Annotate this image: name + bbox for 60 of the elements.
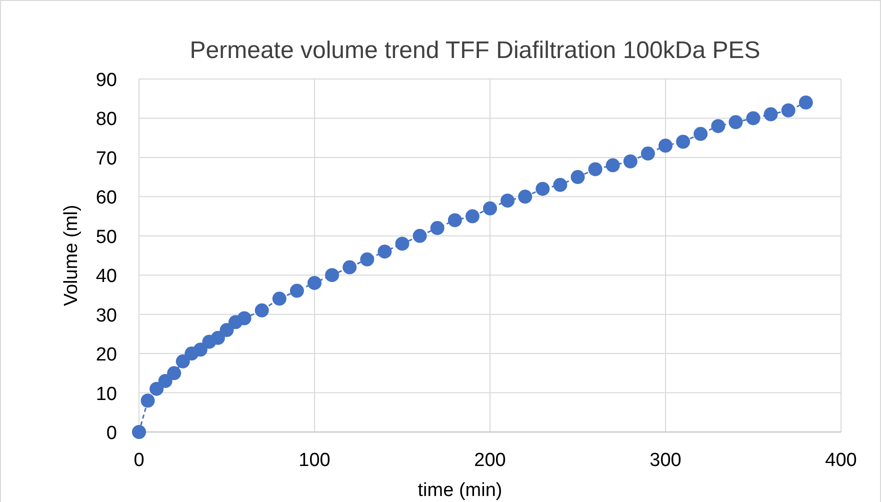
point [588, 162, 602, 176]
point [711, 119, 726, 134]
point [798, 96, 813, 110]
point [378, 244, 392, 259]
y-tick-label: 60 [96, 188, 117, 209]
point [676, 134, 690, 149]
point [553, 178, 568, 192]
point [536, 182, 550, 196]
point [483, 201, 497, 216]
point [237, 311, 252, 326]
point [342, 260, 357, 274]
point [658, 138, 672, 153]
point [570, 170, 585, 184]
point [193, 342, 208, 357]
point [150, 382, 164, 396]
point [167, 366, 182, 380]
y-tick-label: 10 [96, 384, 117, 405]
point [465, 209, 480, 224]
point [308, 276, 322, 290]
point [746, 111, 760, 126]
y-tick-label: 80 [96, 109, 117, 130]
x-tick-label: 200 [474, 450, 506, 471]
x-tick-label: 100 [298, 450, 330, 471]
point [290, 284, 304, 298]
y-tick-label: 90 [96, 70, 117, 91]
point [395, 236, 410, 251]
point [412, 228, 427, 243]
point [140, 394, 155, 408]
point [325, 268, 340, 282]
point [272, 292, 286, 306]
point [360, 252, 374, 266]
x-tick-label: 0 [134, 450, 144, 471]
point [764, 107, 778, 122]
point [448, 213, 462, 228]
y-tick-label: 30 [96, 305, 117, 326]
point [210, 330, 225, 345]
point [728, 115, 743, 130]
x-tick-label: 400 [825, 450, 857, 471]
point [500, 194, 515, 208]
point [781, 103, 796, 118]
y-tick-label: 20 [96, 344, 117, 366]
y-tick-label: 0 [106, 423, 117, 444]
x-axis-title: time (min) [418, 480, 502, 501]
point [606, 158, 620, 172]
x-tick-label: 300 [650, 450, 682, 471]
point [694, 126, 708, 141]
y-tick-label: 40 [96, 266, 117, 288]
point [158, 374, 172, 388]
point [430, 221, 444, 236]
point [640, 146, 655, 161]
point [220, 323, 234, 338]
point [254, 303, 269, 318]
point [176, 354, 190, 368]
point [518, 190, 532, 204]
point [623, 154, 638, 168]
y-tick-label: 50 [96, 226, 117, 248]
y-tick-label: 70 [96, 148, 117, 170]
y-axis-title: Volume (ml) [61, 204, 82, 306]
point [132, 425, 146, 439]
chart-title: Permeate volume trend TFF Diafiltration 100kDa PES [190, 37, 760, 64]
